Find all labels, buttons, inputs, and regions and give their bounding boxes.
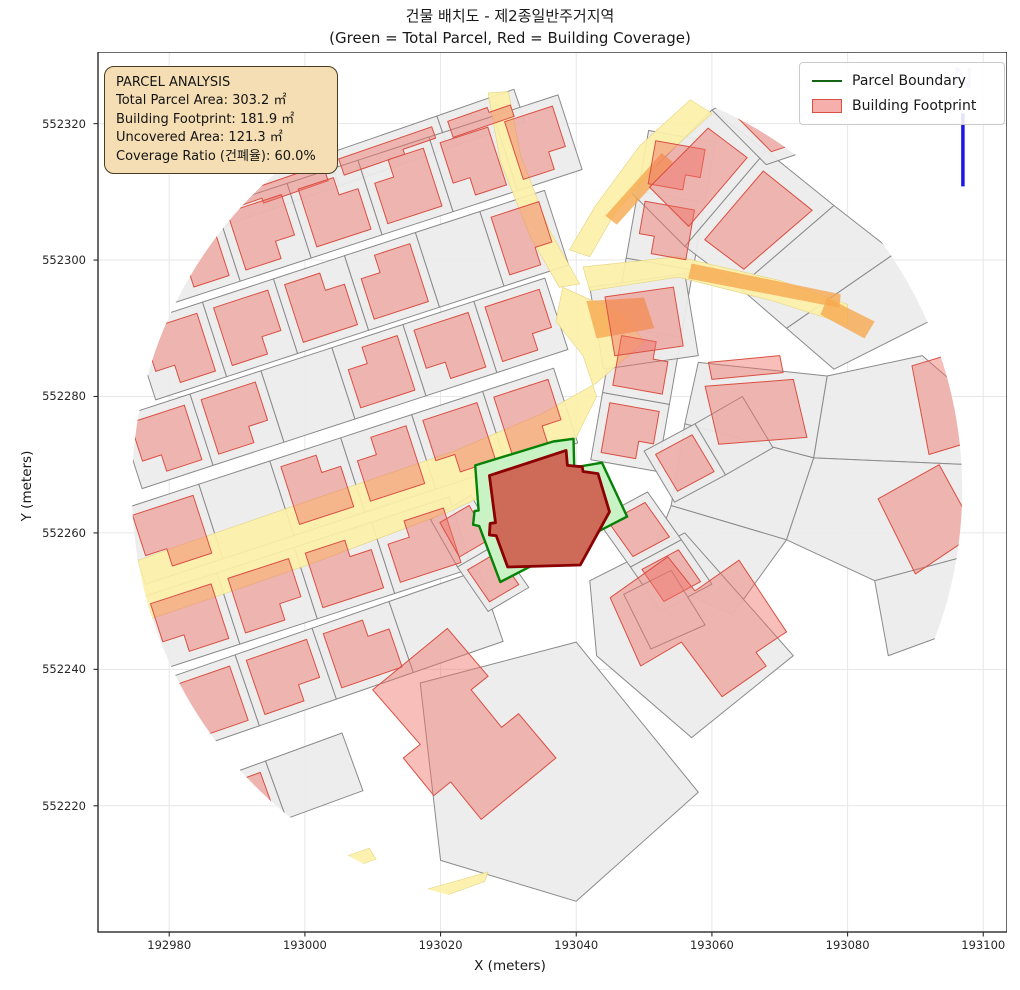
x-tick-label: 193040 [554,938,599,952]
building [413,312,487,379]
building [213,289,282,366]
road [131,287,645,636]
road-accent [820,297,875,339]
building [155,217,230,288]
analysis-building-footprint: Building Footprint: 181.9 ㎡ [116,111,295,127]
building [227,558,302,634]
building [284,272,358,343]
legend-label: Parcel Boundary [852,73,966,89]
building [347,335,416,409]
highlight-building-footprint [487,448,611,569]
building [604,286,684,357]
building [387,507,462,583]
legend-label: Building Footprint [852,98,977,114]
analysis-coverage-ratio: Coverage Ratio (건폐율): 60.0% [116,148,316,164]
building [447,104,515,138]
building [297,177,372,248]
building [280,454,355,525]
y-tick-label: 552240 [42,662,86,677]
building [704,378,808,445]
building [641,549,701,602]
building [708,355,784,380]
road-accent [586,297,655,339]
parcel-analysis-box: PARCEL ANALYSIS Total Parcel Area: 303.2… [104,66,338,175]
y-tick-label: 552320 [42,116,86,131]
y-axis-label: Y (meters) [19,450,35,522]
parcel [419,641,699,902]
building [490,201,553,276]
building [360,243,429,320]
analysis-total-area: Total Parcel Area: 303.2 ㎡ [116,93,287,109]
building [439,126,507,196]
chart-title: 건물 배치도 - 제2종일반주거지역 [405,7,615,25]
parcel [457,542,530,612]
building [638,200,695,261]
legend: Parcel Boundary Building Footprint [799,62,1005,125]
y-tick-label: 552300 [42,253,86,268]
building [609,556,787,698]
x-tick-label: 193020 [418,938,463,952]
building [372,627,557,820]
road [396,871,489,907]
analysis-uncovered-area: Uncovered Area: 121.3 ㎡ [116,130,283,146]
building [504,105,566,180]
road [246,847,377,904]
analysis-title: PARCEL ANALYSIS [116,75,231,90]
x-tick-label: 193080 [825,938,870,952]
building [131,404,203,472]
legend-item-building-footprint: Building Footprint [812,98,992,114]
building [150,583,230,652]
parcel [144,206,241,305]
x-tick-label: 193000 [282,938,327,952]
chart-subtitle: (Green = Total Parcel, Red = Building Co… [329,28,691,47]
map-layer [131,71,963,907]
parcel-boundary-line-swatch [812,80,842,82]
axes-frame [97,52,1007,933]
building [600,402,660,460]
building [356,425,426,502]
legend-item-parcel-boundary: Parcel Boundary [812,73,992,89]
building [200,381,269,455]
parcel [265,732,364,820]
building [467,552,520,603]
building [655,434,715,492]
y-tick-label: 552220 [42,798,86,813]
map-canvas: N [93,52,1007,937]
parcel [623,569,706,650]
building [877,464,963,575]
y-tick-label: 552280 [42,389,86,404]
road-accent [605,153,674,225]
building [304,539,385,609]
building [484,288,552,362]
parcel [473,277,569,374]
x-tick-label: 193100 [961,938,1006,952]
x-tick-label: 193060 [689,938,734,952]
chart-title-block: 건물 배치도 - 제2종일반주거지역 (Green = Total Parcel… [0,6,1020,50]
building [704,170,813,270]
building [647,140,706,191]
building-footprint-patch-swatch [812,99,842,113]
building [649,127,748,227]
parcel [694,396,774,476]
road-accent [688,263,841,308]
building [245,638,321,715]
x-axis-label: X (meters) [474,958,546,974]
x-tick-label: 192980 [147,938,192,952]
building [374,147,443,225]
building [322,619,403,689]
parcel [813,355,963,466]
y-tick-label: 552260 [42,525,86,540]
